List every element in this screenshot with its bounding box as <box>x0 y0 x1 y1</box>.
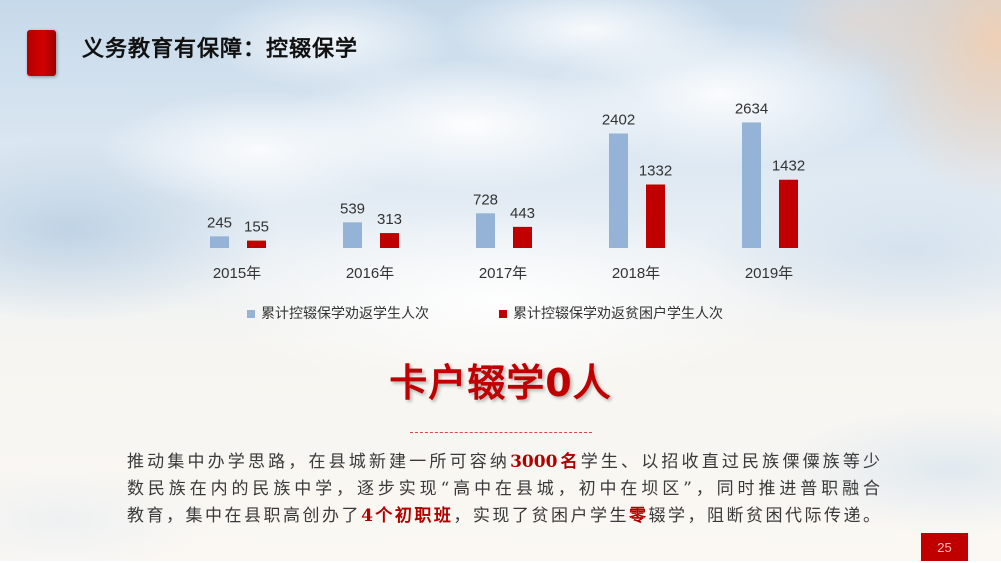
bar-value-label: 443 <box>510 205 535 222</box>
category-label: 2018年 <box>612 265 660 282</box>
headline-divider <box>410 432 592 433</box>
title-accent-tab <box>27 30 56 76</box>
paragraph-line-3: 教育，集中在县职高创办了4个初职班，实现了贫困户学生零辍学，阻断贫困代际传递。 <box>127 503 880 530</box>
bar-value-label: 155 <box>244 219 269 236</box>
legend-label: 累计控辍保学劝返贫困户学生人次 <box>513 306 723 322</box>
category-label: 2017年 <box>479 265 527 282</box>
legend-marker-blue <box>247 310 255 318</box>
legend-item-students: 累计控辍保学劝返学生人次 <box>247 304 429 324</box>
paragraph-text: 学生、以招收直过民族傈僳族等少 <box>580 452 880 472</box>
bar-poor-students-2016年 <box>380 233 399 248</box>
bar-students-2017年 <box>476 213 495 248</box>
bar-value-label: 1332 <box>639 163 672 180</box>
summary-paragraph: 推动集中办学思路，在县城新建一所可容纳3000名学生、以招收直过民族傈僳族等少 … <box>127 449 880 530</box>
bar-value-label: 2634 <box>735 100 768 117</box>
legend-item-poor-household-students: 累计控辍保学劝返贫困户学生人次 <box>499 304 723 324</box>
bar-poor-students-2019年 <box>779 179 798 248</box>
bar-value-label: 245 <box>207 214 232 231</box>
bar-students-2015年 <box>210 236 229 248</box>
paragraph-text: 推动集中办学思路，在县城新建一所可容纳 <box>127 452 511 472</box>
bar-value-label: 2402 <box>602 112 635 129</box>
bar-poor-students-2015年 <box>247 240 266 248</box>
bar-value-label: 1432 <box>772 158 805 175</box>
legend-label: 累计控辍保学劝返学生人次 <box>261 306 429 322</box>
bar-value-label: 313 <box>377 211 402 228</box>
bar-students-2019年 <box>742 122 761 248</box>
category-label: 2019年 <box>745 265 793 282</box>
paragraph-text: 数民族在内的民族中学，逐步实现“高中在县城，初中在坝区”，同时推进普职融合 <box>127 479 880 499</box>
bar-poor-students-2017年 <box>513 226 532 248</box>
paragraph-text: ，实现了贫困户学生 <box>453 506 629 526</box>
category-label: 2015年 <box>213 265 261 282</box>
bar-students-2018年 <box>609 133 628 248</box>
paragraph-line-2: 数民族在内的民族中学，逐步实现“高中在县城，初中在坝区”，同时推进普职融合 <box>127 476 880 503</box>
bar-students-2016年 <box>343 222 362 248</box>
highlight-capacity: 3000名 <box>510 452 581 472</box>
paragraph-line-1: 推动集中办学思路，在县城新建一所可容纳3000名学生、以招收直过民族傈僳族等少 <box>127 449 880 476</box>
paragraph-text: 教育，集中在县职高创办了 <box>127 506 362 526</box>
highlight-classes: 4个初职班 <box>361 506 454 526</box>
legend-marker-red <box>499 310 507 318</box>
headline: 卡户辍学0人 <box>389 361 612 405</box>
highlight-zero: 零 <box>628 506 649 526</box>
bar-poor-students-2018年 <box>646 184 665 248</box>
slide-title: 义务教育有保障：控辍保学 <box>82 37 359 62</box>
page-number: 25 <box>921 533 968 561</box>
bar-value-label: 728 <box>473 191 498 208</box>
paragraph-text: 辍学，阻断贫困代际传递。 <box>648 506 880 526</box>
bar-value-label: 539 <box>340 200 365 217</box>
bar-chart: 245 155 2015年 539 313 2016年 728 443 2017年 2402 133… <box>207 100 805 282</box>
category-label: 2016年 <box>346 265 394 282</box>
